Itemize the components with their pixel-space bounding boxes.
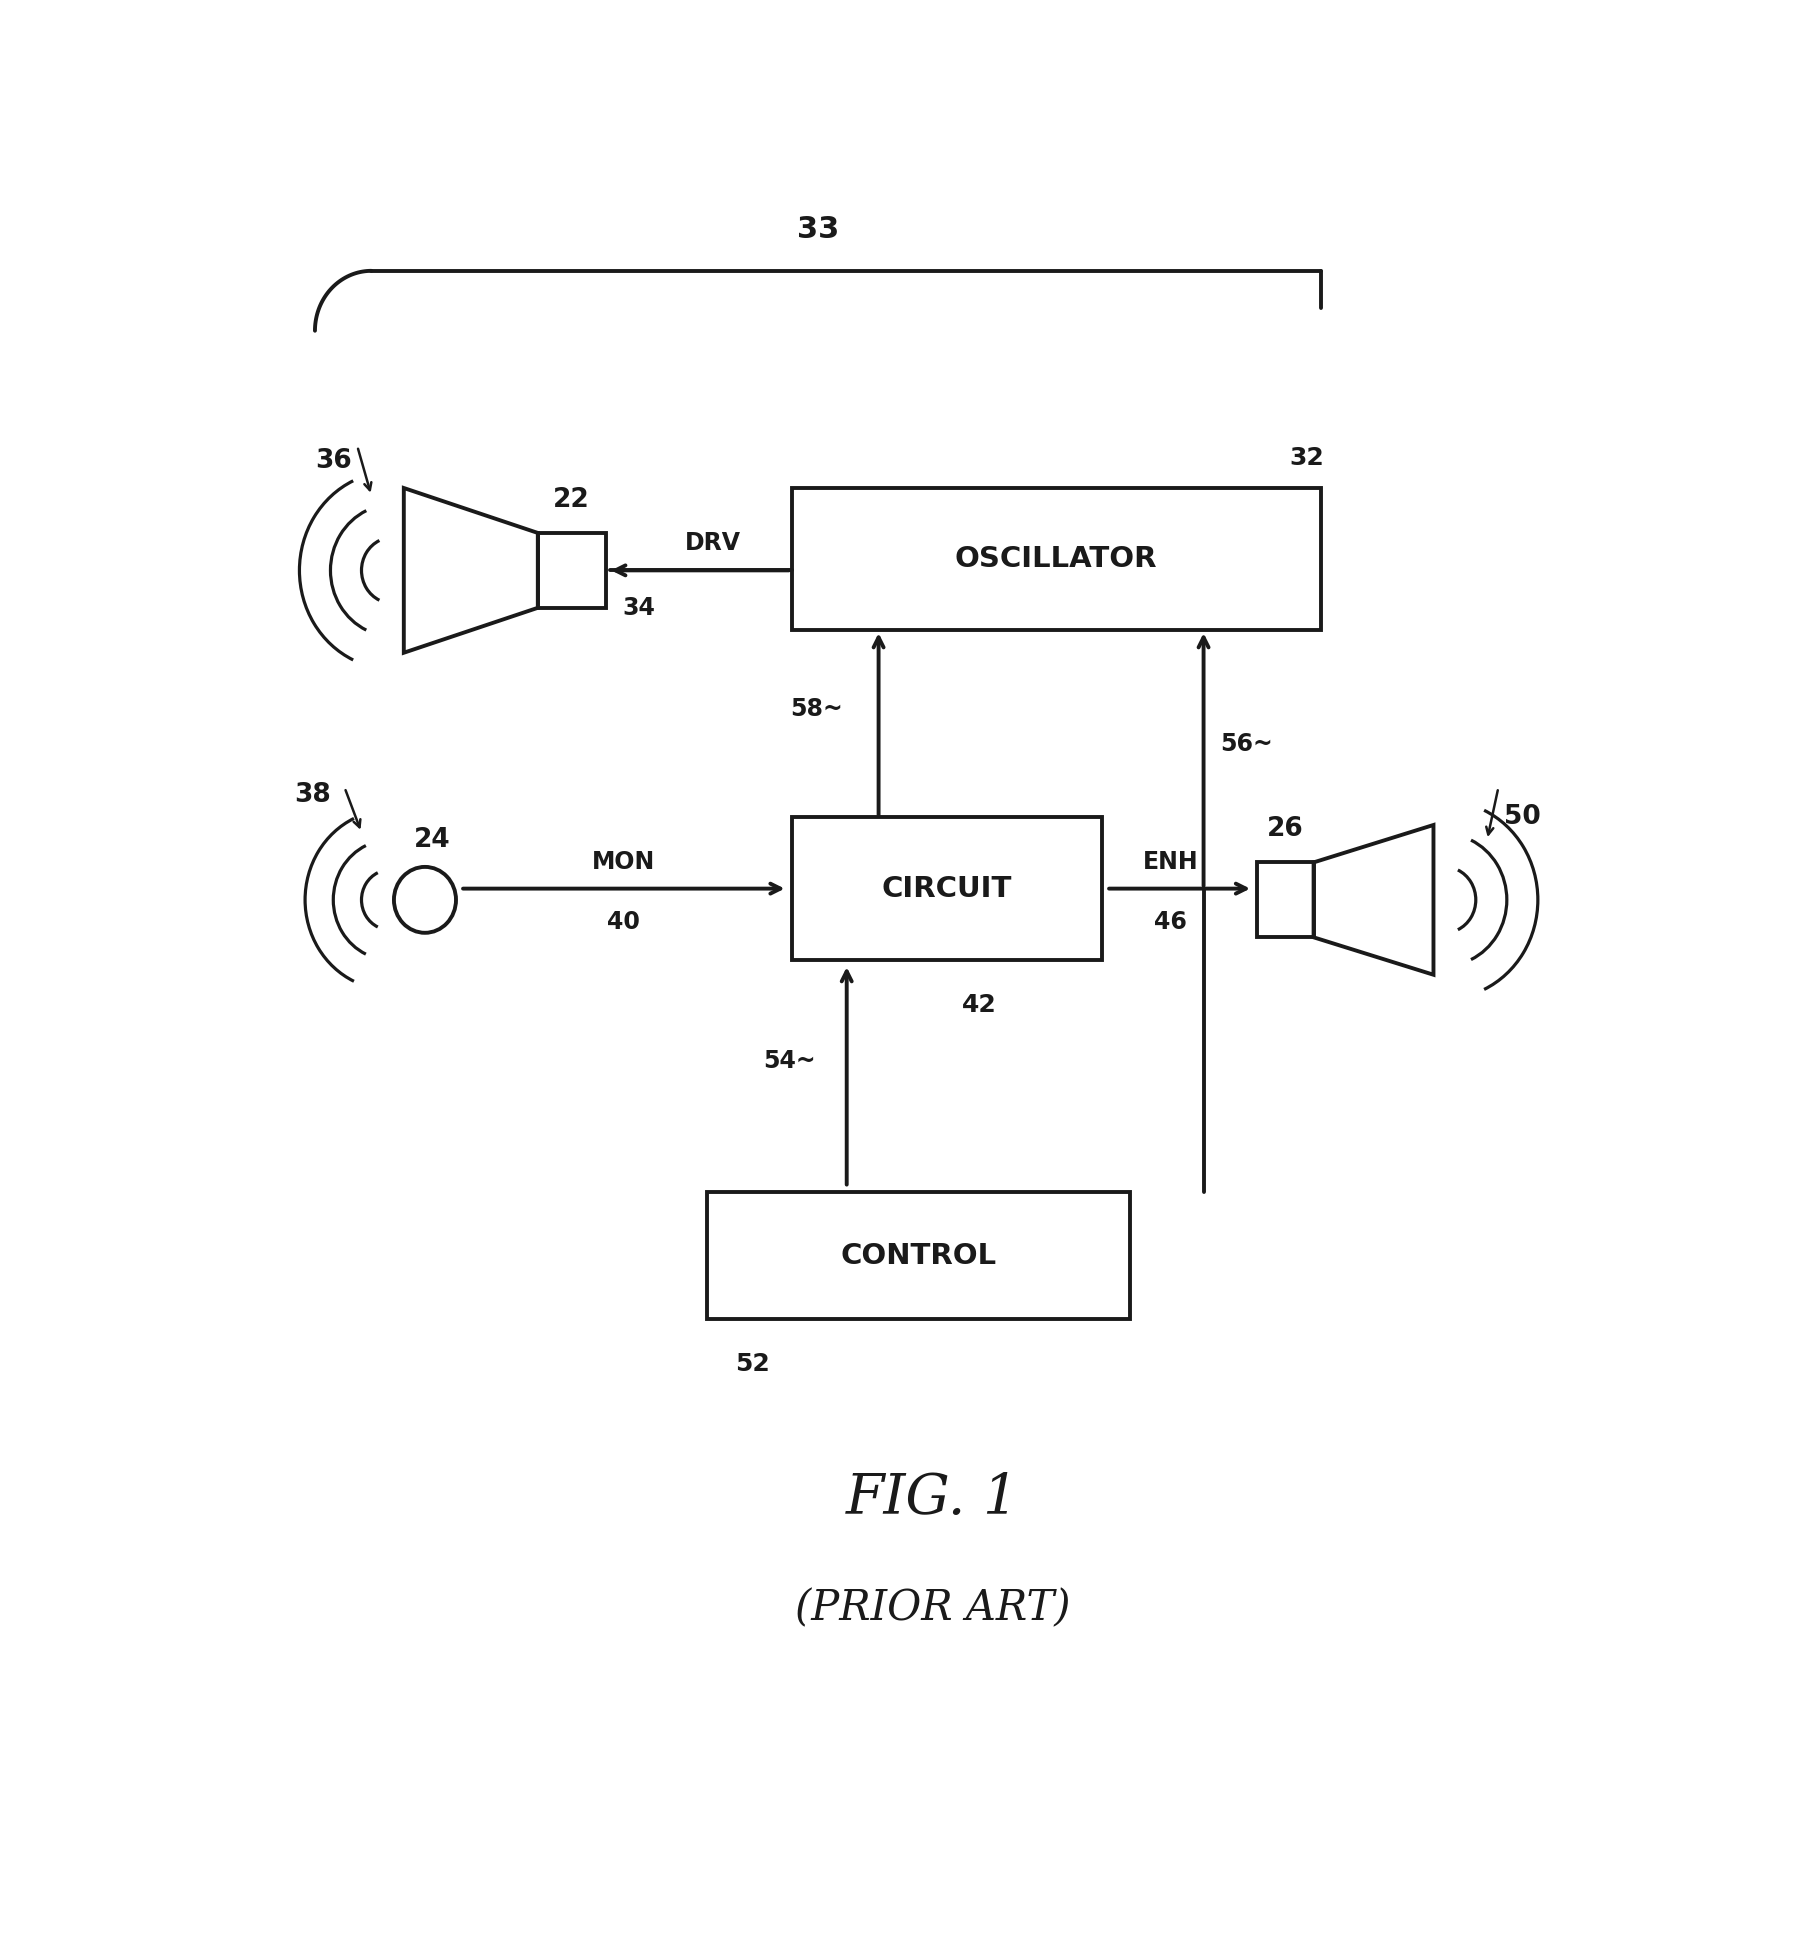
Text: 42: 42	[963, 992, 997, 1017]
Text: 56~: 56~	[1221, 733, 1274, 757]
Text: 52: 52	[735, 1352, 770, 1377]
Text: CIRCUIT: CIRCUIT	[881, 875, 1012, 902]
Text: DRV: DRV	[684, 531, 741, 556]
Text: OSCILLATOR: OSCILLATOR	[956, 545, 1158, 574]
Text: 24: 24	[413, 827, 450, 854]
Text: 36: 36	[315, 447, 351, 475]
Text: 50: 50	[1503, 805, 1542, 831]
Bar	[792, 488, 1321, 630]
Text: ENH: ENH	[1143, 850, 1198, 873]
Text: 58~: 58~	[790, 696, 843, 722]
Text: FIG. 1: FIG. 1	[846, 1472, 1019, 1527]
Bar	[706, 1192, 1130, 1319]
Text: 26: 26	[1267, 817, 1303, 842]
Text: 40: 40	[608, 910, 641, 934]
Text: 33: 33	[797, 214, 839, 243]
Text: 22: 22	[553, 486, 590, 513]
Text: MON: MON	[592, 850, 655, 873]
Text: 34: 34	[622, 595, 655, 620]
Text: 32: 32	[1289, 445, 1323, 471]
Bar	[792, 817, 1103, 959]
Text: 54~: 54~	[763, 1048, 815, 1074]
Text: (PRIOR ART): (PRIOR ART)	[795, 1587, 1070, 1630]
Text: 46: 46	[1154, 910, 1187, 934]
Text: CONTROL: CONTROL	[841, 1241, 997, 1270]
Text: 38: 38	[293, 782, 331, 807]
